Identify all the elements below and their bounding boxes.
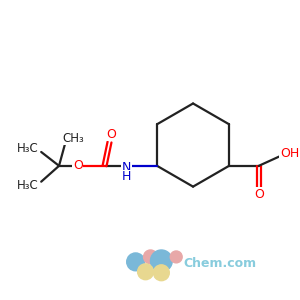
Text: CH₃: CH₃ [62,132,84,145]
Text: N: N [122,161,131,174]
Circle shape [138,264,153,280]
Text: OH: OH [280,148,299,160]
Text: O: O [254,188,264,201]
Text: Chem.com: Chem.com [183,257,256,270]
Circle shape [151,250,172,272]
Circle shape [143,250,158,264]
Text: O: O [73,159,83,172]
Text: H₃C: H₃C [16,179,38,192]
Text: O: O [106,128,116,141]
Text: H₃C: H₃C [16,142,38,154]
Circle shape [170,251,182,263]
Circle shape [153,265,169,281]
Circle shape [127,253,145,271]
Text: H: H [122,170,131,183]
